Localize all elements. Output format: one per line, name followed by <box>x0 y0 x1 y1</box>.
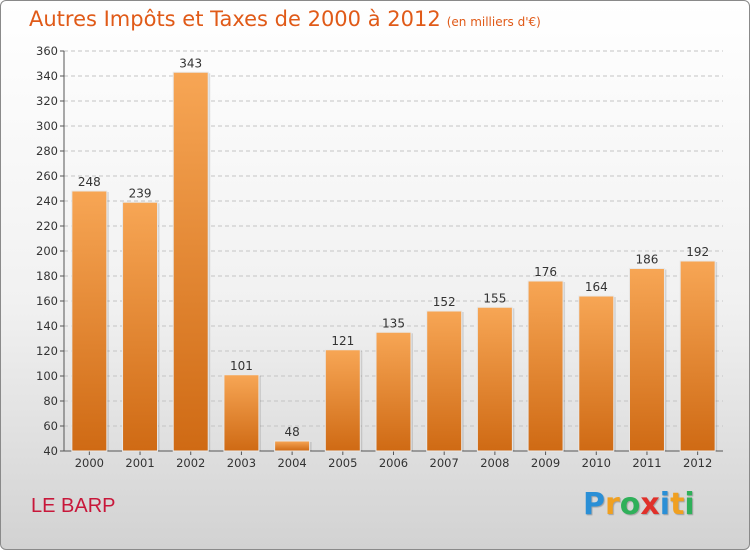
bar <box>679 260 716 452</box>
y-tick-label: 160 <box>36 294 58 308</box>
location-label: LE BARP <box>31 495 116 517</box>
x-tick-label: 2006 <box>379 456 408 470</box>
y-tick-label: 220 <box>36 219 58 233</box>
logo-letter: P <box>583 487 605 522</box>
x-tick-label: 2010 <box>582 456 611 470</box>
logo-letter: x <box>640 487 660 522</box>
y-tick-label: 320 <box>36 94 58 108</box>
data-label: 239 <box>129 186 152 200</box>
bar <box>375 331 412 452</box>
y-tick-label: 80 <box>43 394 58 408</box>
data-label: 121 <box>331 334 354 348</box>
bars <box>71 71 718 452</box>
title-text: Autres Impôts et Taxes de 2000 à 2012 <box>29 7 441 31</box>
data-label: 176 <box>534 265 557 279</box>
bar <box>324 349 361 452</box>
bar <box>122 201 159 452</box>
bar <box>426 310 463 452</box>
y-tick-label: 200 <box>36 244 58 258</box>
data-label: 248 <box>78 175 101 189</box>
data-label: 48 <box>284 425 299 439</box>
bar <box>274 440 311 452</box>
bar <box>527 280 564 452</box>
y-tick-label: 300 <box>36 119 58 133</box>
y-tick-label: 280 <box>36 144 58 158</box>
bar <box>71 190 108 452</box>
y-tick-label: 100 <box>36 369 58 383</box>
x-tick-label: 2011 <box>632 456 661 470</box>
y-tick-label: 40 <box>43 444 58 458</box>
data-label: 164 <box>585 280 608 294</box>
data-label: 101 <box>230 359 253 373</box>
y-tick-label: 140 <box>36 319 58 333</box>
y-tick-label: 360 <box>36 44 58 58</box>
logo-letter: o <box>619 487 641 522</box>
title-unit: (en milliers d'€) <box>446 15 541 29</box>
x-tick-label: 2002 <box>176 456 205 470</box>
y-tick-label: 180 <box>36 269 58 283</box>
x-tick-label: 2008 <box>480 456 509 470</box>
x-tick-label: 2000 <box>75 456 104 470</box>
data-label: 192 <box>686 245 709 259</box>
x-tick-label: 2012 <box>683 456 712 470</box>
x-tick-label: 2009 <box>531 456 560 470</box>
logo-letter: i <box>684 487 695 522</box>
data-label: 155 <box>483 291 506 305</box>
chart-title: Autres Impôts et Taxes de 2000 à 2012 (en… <box>29 7 541 31</box>
logo-letter: r <box>605 487 620 522</box>
y-tick-label: 260 <box>36 169 58 183</box>
bar <box>476 306 513 452</box>
x-tick-label: 2001 <box>125 456 154 470</box>
y-tick-label: 120 <box>36 344 58 358</box>
x-tick-label: 2007 <box>430 456 459 470</box>
data-label: 343 <box>179 56 202 70</box>
y-tick-label: 240 <box>36 194 58 208</box>
y-tick-label: 60 <box>43 419 58 433</box>
data-label: 135 <box>382 316 405 330</box>
x-tick-label: 2003 <box>227 456 256 470</box>
x-tick-label: 2005 <box>328 456 357 470</box>
bar <box>578 295 615 452</box>
proxiti-logo[interactable]: Proxiti <box>583 487 695 522</box>
bar <box>172 71 209 452</box>
logo-letter: t <box>670 487 685 522</box>
bar <box>223 374 260 452</box>
data-label: 186 <box>636 253 659 267</box>
labels: 40 60 80 100 120 140 160 180 200 220 240 260 280 300 3… <box>36 44 712 470</box>
bar <box>628 268 665 452</box>
data-label: 152 <box>433 295 456 309</box>
y-tick-label: 340 <box>36 69 58 83</box>
x-tick-label: 2004 <box>277 456 306 470</box>
logo-letter: i <box>659 487 671 522</box>
